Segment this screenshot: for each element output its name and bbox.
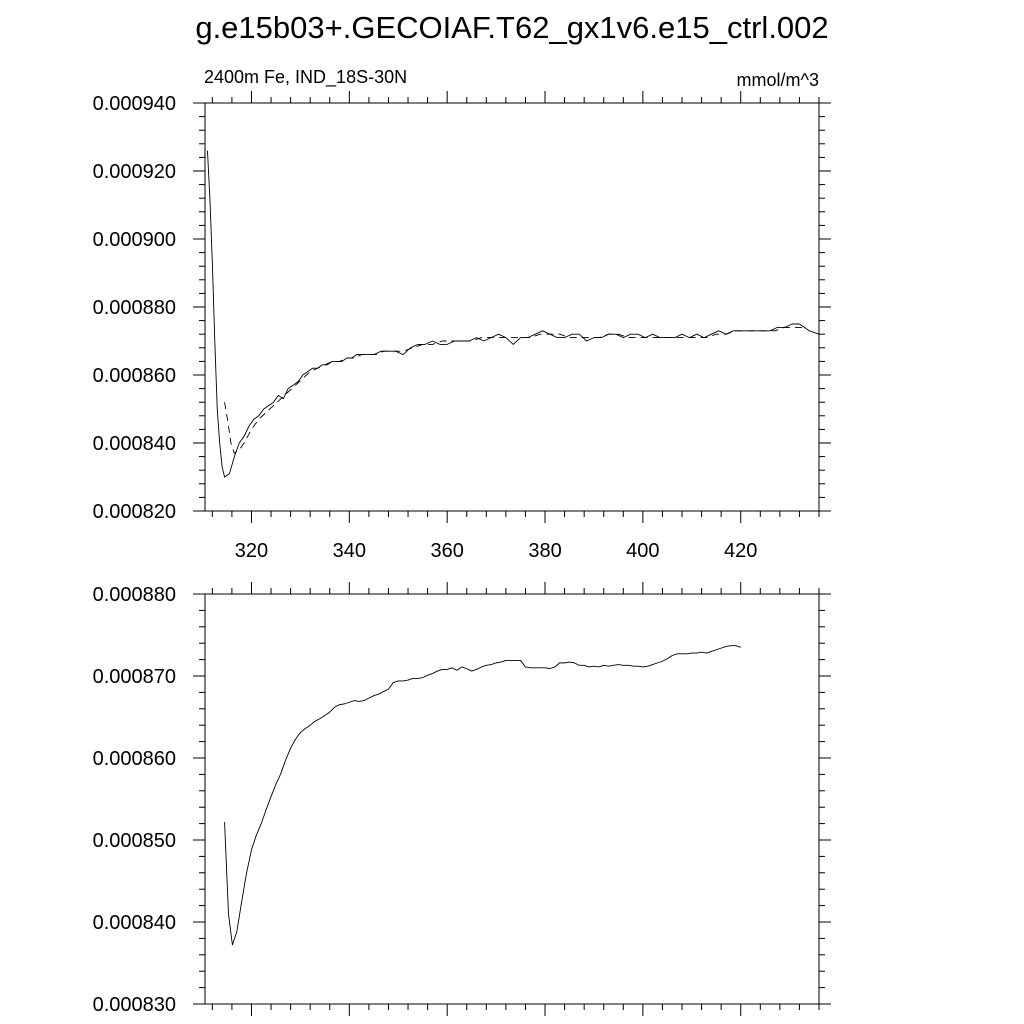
bottom-y-tick-label: 0.000880	[93, 584, 176, 606]
bottom-panel-series	[224, 645, 741, 946]
figure-title: g.e15b03+.GECOIAF.T62_gx1v6.e15_ctrl.002	[195, 10, 828, 45]
top-y-tick-label: 0.000880	[93, 297, 176, 319]
top-y-tick-label: 0.000860	[93, 365, 176, 387]
top-panel-left-label: 2400m Fe, IND_18S-30N	[204, 67, 407, 88]
top-y-tick-label: 0.000920	[93, 161, 176, 183]
bottom-y-tick-label: 0.000830	[93, 994, 176, 1016]
top-x-tick-label: 420	[724, 540, 757, 562]
bottom-y-tick-label: 0.000850	[93, 830, 176, 852]
bottom-panel: 0.000830 0.000840 0.000850 0.000860 0.000870…	[93, 582, 831, 1016]
top-x-tick-label: 380	[528, 540, 561, 562]
bottom-y-tick-label: 0.000870	[93, 666, 176, 688]
top-x-tick-label: 400	[626, 540, 659, 562]
bottom-y-tick-label: 0.000840	[93, 912, 176, 934]
top-panel-units-label: mmol/m^3	[737, 70, 819, 90]
bottom-panel-axes: 0.000830 0.000840 0.000850 0.000860 0.000870…	[93, 582, 831, 1016]
top-x-tick-label: 320	[235, 540, 268, 562]
top-y-tick-label: 0.000900	[93, 229, 176, 251]
top-y-tick-label: 0.000820	[93, 501, 176, 523]
top-y-tick-label: 0.000940	[93, 93, 176, 115]
top-x-tick-label: 360	[430, 540, 463, 562]
top-panel: 2400m Fe, IND_18S-30N mmol/m^3 320 340 360…	[93, 67, 831, 562]
top-panel-series	[207, 150, 820, 478]
bottom-series-line-solid	[224, 645, 741, 946]
top-panel-axes: 320 340 360 380 400 420 0.000820 0.000840 0.0008…	[93, 91, 831, 562]
top-y-tick-label: 0.000840	[93, 433, 176, 455]
bottom-panel-frame	[204, 593, 820, 1005]
bottom-y-tick-label: 0.000860	[93, 748, 176, 770]
top-x-tick-label: 340	[333, 540, 366, 562]
top-series-line-dashed	[224, 326, 802, 454]
